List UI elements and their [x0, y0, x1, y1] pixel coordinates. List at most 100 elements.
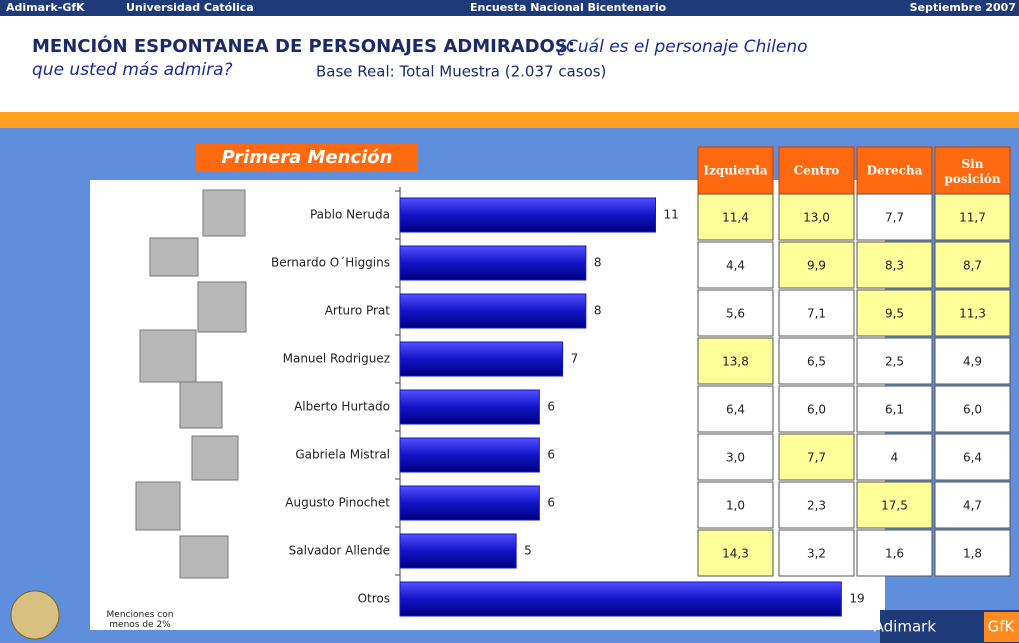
table-value: 13,8: [722, 355, 749, 369]
table-cell: [934, 289, 1011, 337]
table-value: 6,4: [726, 403, 745, 417]
table-value: 4,7: [963, 499, 982, 513]
value-label: 5: [524, 544, 532, 558]
table-cell: [856, 241, 933, 289]
bar: [399, 533, 517, 569]
table-cell: [778, 433, 855, 481]
category-label: Manuel Rodriguez: [283, 352, 390, 366]
table-value: 14,3: [722, 547, 749, 561]
photo: [149, 237, 199, 277]
table-cell: [778, 385, 855, 433]
category-label: Otros: [358, 592, 390, 606]
table-header-cell: [856, 146, 933, 196]
table-header-cell: [697, 146, 774, 196]
table-value: 1,0: [726, 499, 745, 513]
category-label: Salvador Allende: [289, 544, 390, 558]
table-value: 11,7: [959, 211, 986, 225]
question: ¿Cuál es el personaje Chileno: [557, 37, 808, 57]
bar: [399, 581, 842, 617]
table-value: 9,9: [807, 259, 826, 273]
question: que usted más admira?: [32, 60, 233, 80]
table-value: 4: [891, 451, 899, 465]
photo: [197, 281, 247, 333]
table-cell: [856, 385, 933, 433]
table-value: 11,4: [722, 211, 749, 225]
table-value: 1,6: [885, 547, 904, 561]
table-cell: [856, 481, 933, 529]
photo: [179, 381, 223, 429]
table-value: 8,7: [963, 259, 982, 273]
date: Septiembre 2007: [910, 1, 1016, 14]
table-cell: [697, 385, 774, 433]
table-cell: [856, 337, 933, 385]
category-label: Arturo Prat: [325, 304, 391, 318]
category-label: Pablo Neruda: [310, 208, 390, 222]
value-label: 19: [849, 592, 864, 606]
table-value: 3,2: [807, 547, 826, 561]
photo: [135, 481, 181, 531]
table-value: 4,4: [726, 259, 745, 273]
category-label: Bernardo O´Higgins: [271, 256, 390, 270]
table-value: 13,0: [803, 211, 830, 225]
value-label: 6: [547, 496, 555, 510]
footer-brand: Adimark: [874, 618, 937, 636]
bar: [399, 197, 656, 233]
brand: Adimark-GfK: [6, 1, 85, 14]
table-cell: [778, 529, 855, 577]
table-cell: [934, 433, 1011, 481]
value-label: 11: [664, 208, 679, 222]
table-cell: [778, 241, 855, 289]
table-header: Izquierda: [703, 164, 767, 178]
base: Base Real: Total Muestra (2.037 casos): [316, 63, 606, 81]
value-label: 8: [594, 304, 602, 318]
bar: [399, 437, 540, 473]
footer-gfk-box: [984, 612, 1019, 642]
footer-brand2: GfK: [988, 618, 1016, 636]
table-value: 2,3: [807, 499, 826, 513]
table-cell: [778, 289, 855, 337]
table-cell: [934, 337, 1011, 385]
table-value: 5,6: [726, 307, 745, 321]
chart-title-box: [196, 144, 418, 172]
table-header: Derecha: [867, 164, 923, 178]
category-label: Augusto Pinochet: [285, 496, 390, 510]
table-value: 1,8: [963, 547, 982, 561]
table-header: Sin posición: [944, 157, 1001, 186]
note: Menciones con menos de 2%: [107, 610, 174, 630]
table-header: Centro: [794, 164, 840, 178]
value-label: 8: [594, 256, 602, 270]
title: MENCIÓN ESPONTANEA DE PERSONAJES ADMIRAD…: [32, 35, 575, 57]
table-cell: [697, 241, 774, 289]
table-cell: [697, 193, 774, 241]
photos: [135, 189, 247, 579]
value-label: 6: [547, 448, 555, 462]
photo: [202, 189, 246, 237]
table-value: 17,5: [881, 499, 908, 513]
table-cell: [697, 289, 774, 337]
table-cell: [934, 529, 1011, 577]
category-label: Gabriela Mistral: [295, 448, 390, 462]
table-value: 2,5: [885, 355, 904, 369]
table-value: 4,9: [963, 355, 982, 369]
survey: Encuesta Nacional Bicentenario: [470, 1, 667, 14]
orange-band: [0, 112, 1019, 128]
table-cell: [697, 337, 774, 385]
table-cell: [856, 433, 933, 481]
table-cell: [934, 241, 1011, 289]
table-value: 6,5: [807, 355, 826, 369]
table-value: 6,1: [885, 403, 904, 417]
table-value: 6,0: [807, 403, 826, 417]
table-value: 9,5: [885, 307, 904, 321]
table-value: 6,4: [963, 451, 982, 465]
table-cell: [856, 193, 933, 241]
photo: [179, 535, 229, 579]
table-value: 7,7: [807, 451, 826, 465]
table-cell: [934, 385, 1011, 433]
photo: [191, 435, 239, 481]
table-value: 11,3: [959, 307, 986, 321]
table-cell: [778, 193, 855, 241]
table-cell: [934, 193, 1011, 241]
bar: [399, 341, 564, 377]
top-strip: [0, 0, 1019, 16]
